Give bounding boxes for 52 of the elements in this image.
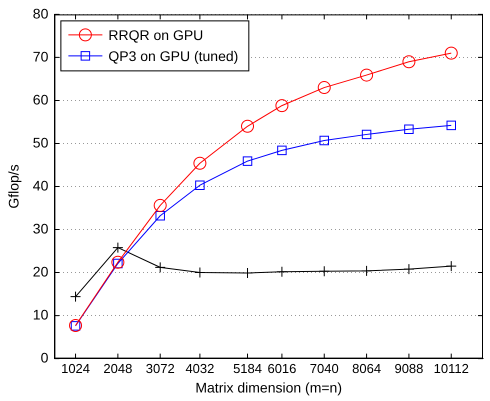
point bbox=[111, 256, 124, 269]
point bbox=[361, 265, 372, 276]
point bbox=[241, 120, 254, 133]
point bbox=[154, 198, 167, 212]
point bbox=[155, 211, 165, 220]
y-tick-label: 70 bbox=[32, 48, 49, 64]
x-tick-label: 1024 bbox=[61, 360, 90, 376]
x-tick-label: 7040 bbox=[310, 360, 339, 376]
y-tick-label: 0 bbox=[40, 349, 49, 366]
point bbox=[242, 267, 254, 278]
y-tick-label: 50 bbox=[32, 134, 49, 150]
point bbox=[277, 146, 287, 156]
legend-label: RRQR on GPU bbox=[108, 26, 204, 43]
y-axis-title: Gflop/s bbox=[5, 164, 22, 209]
point bbox=[70, 321, 80, 331]
y-tick-label: 40 bbox=[32, 177, 49, 194]
point bbox=[194, 267, 206, 278]
point bbox=[403, 264, 414, 275]
point bbox=[320, 136, 329, 146]
x-axis-title: Matrix dimension (m=n) bbox=[195, 379, 342, 396]
point bbox=[404, 124, 414, 134]
point bbox=[193, 156, 206, 170]
point bbox=[446, 120, 456, 130]
point bbox=[318, 266, 330, 277]
x-tick-label: 6016 bbox=[267, 360, 296, 376]
point bbox=[276, 266, 288, 278]
legend-label: QP3 on GPU (tuned) bbox=[108, 48, 238, 64]
point bbox=[446, 260, 457, 272]
point bbox=[362, 130, 372, 140]
y-tick-label: 80 bbox=[32, 5, 49, 22]
x-tick-label: 3072 bbox=[146, 360, 175, 376]
y-tick-label: 20 bbox=[32, 263, 49, 280]
point bbox=[275, 99, 288, 112]
y-tick-label: 10 bbox=[32, 306, 49, 322]
point bbox=[318, 81, 331, 94]
point bbox=[70, 291, 82, 302]
point bbox=[360, 68, 374, 82]
point bbox=[195, 180, 205, 190]
y-tick-label: 30 bbox=[32, 220, 49, 236]
point bbox=[112, 242, 124, 254]
x-tick-label: 10112 bbox=[434, 360, 469, 376]
point bbox=[402, 55, 416, 68]
point bbox=[154, 262, 166, 273]
point bbox=[444, 46, 458, 60]
point bbox=[242, 156, 252, 166]
x-tick-label: 9088 bbox=[394, 360, 424, 376]
x-tick-label: 8064 bbox=[352, 360, 382, 376]
x-tick-label: 5184 bbox=[233, 360, 262, 376]
point bbox=[69, 318, 82, 332]
x-tick-label: 4032 bbox=[185, 360, 214, 376]
x-tick-label: 2048 bbox=[103, 360, 132, 376]
y-tick-label: 60 bbox=[32, 91, 49, 108]
